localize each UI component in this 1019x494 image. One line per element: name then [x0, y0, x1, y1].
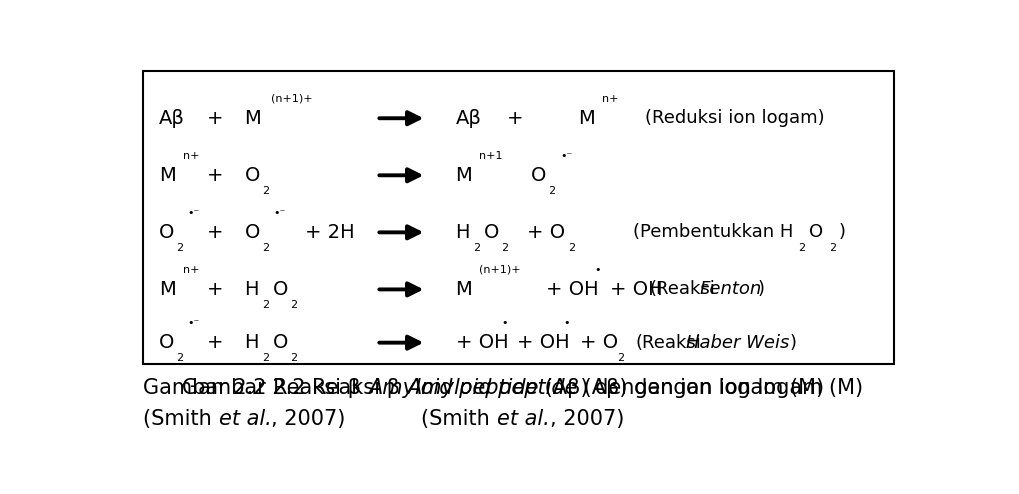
Text: Gambar 2.2 Reaksi β: Gambar 2.2 Reaksi β [182, 378, 407, 398]
Text: H: H [245, 333, 259, 352]
Text: Amyloid peptide: Amyloid peptide [368, 378, 538, 398]
Text: 2: 2 [262, 300, 269, 310]
Text: Aβ: Aβ [159, 109, 184, 128]
Text: (n+1)+: (n+1)+ [479, 265, 521, 275]
Text: O: O [484, 223, 499, 242]
Text: O: O [808, 223, 822, 242]
Text: + OH: + OH [546, 280, 598, 299]
Text: M: M [455, 166, 472, 185]
Text: +: + [206, 333, 223, 352]
Text: (Aβ) dengan ion logam (M): (Aβ) dengan ion logam (M) [577, 378, 862, 398]
Text: ): ) [757, 281, 764, 298]
Text: H: H [245, 280, 259, 299]
Text: et al.: et al. [218, 409, 271, 429]
Text: M: M [159, 280, 175, 299]
Text: + OH: + OH [455, 333, 507, 352]
Text: •: • [562, 318, 569, 328]
Text: •: • [501, 318, 507, 328]
Text: 2: 2 [797, 243, 804, 253]
Text: 2: 2 [176, 243, 183, 253]
Text: •⁻: •⁻ [187, 208, 200, 218]
Text: 2: 2 [176, 353, 183, 363]
Text: M: M [245, 109, 261, 128]
Text: 2: 2 [828, 243, 836, 253]
Text: ): ) [789, 333, 796, 352]
Text: n+1: n+1 [479, 151, 502, 161]
Text: +: + [206, 166, 223, 185]
Text: 2: 2 [568, 243, 575, 253]
Text: M: M [578, 109, 594, 128]
Text: •: • [593, 265, 600, 275]
Text: O: O [245, 223, 260, 242]
Text: (Pembentukkan H: (Pembentukkan H [633, 223, 793, 242]
Text: n+: n+ [182, 151, 199, 161]
Text: (Smith: (Smith [143, 409, 218, 429]
Text: + O: + O [579, 333, 618, 352]
Bar [143, 71, 894, 364]
Text: n+: n+ [182, 265, 199, 275]
Text: 2: 2 [501, 243, 508, 253]
Text: O: O [530, 166, 545, 185]
Text: M: M [455, 280, 472, 299]
Text: +: + [206, 109, 223, 128]
Text: (Smith: (Smith [421, 409, 496, 429]
Text: n+: n+ [601, 94, 618, 104]
Text: 2: 2 [616, 353, 624, 363]
Text: + OH: + OH [609, 280, 661, 299]
Text: + 2H: + 2H [305, 223, 355, 242]
Text: +: + [206, 280, 223, 299]
Text: , 2007): , 2007) [549, 409, 624, 429]
Text: •⁻: •⁻ [273, 208, 285, 218]
Text: Aβ: Aβ [455, 109, 481, 128]
Text: + O: + O [526, 223, 565, 242]
Text: Gambar 2.2 Reaksi β: Gambar 2.2 Reaksi β [143, 378, 368, 398]
Text: +: + [506, 109, 523, 128]
Text: 2: 2 [290, 353, 298, 363]
Text: H: H [455, 223, 470, 242]
Text: O: O [159, 223, 174, 242]
Text: ): ) [839, 223, 845, 242]
Text: O: O [159, 333, 174, 352]
Text: +: + [206, 223, 223, 242]
Text: O: O [273, 280, 288, 299]
Text: et al.: et al. [496, 409, 549, 429]
Text: (Reaksi: (Reaksi [649, 281, 714, 298]
Text: (Aβ) dengan ion logam (M): (Aβ) dengan ion logam (M) [538, 378, 823, 398]
Text: (Reaksi: (Reaksi [635, 333, 701, 352]
Text: (n+1)+: (n+1)+ [271, 94, 313, 104]
Text: 2: 2 [290, 300, 298, 310]
Text: •⁻: •⁻ [560, 151, 573, 161]
Text: 2: 2 [262, 353, 269, 363]
Text: Fenton: Fenton [698, 281, 760, 298]
Text: Haber Weis: Haber Weis [685, 333, 788, 352]
Text: , 2007): , 2007) [271, 409, 345, 429]
Text: O: O [245, 166, 260, 185]
Text: + OH: + OH [517, 333, 570, 352]
Text: O: O [273, 333, 288, 352]
Text: M: M [159, 166, 175, 185]
Text: (Reduksi ion logam): (Reduksi ion logam) [645, 109, 824, 127]
Text: Amyloid peptide: Amyloid peptide [407, 378, 577, 398]
Text: 2: 2 [262, 243, 269, 253]
Text: 2: 2 [262, 186, 269, 196]
Text: •⁻: •⁻ [187, 318, 200, 328]
Text: 2: 2 [547, 186, 554, 196]
Text: 2: 2 [473, 243, 480, 253]
